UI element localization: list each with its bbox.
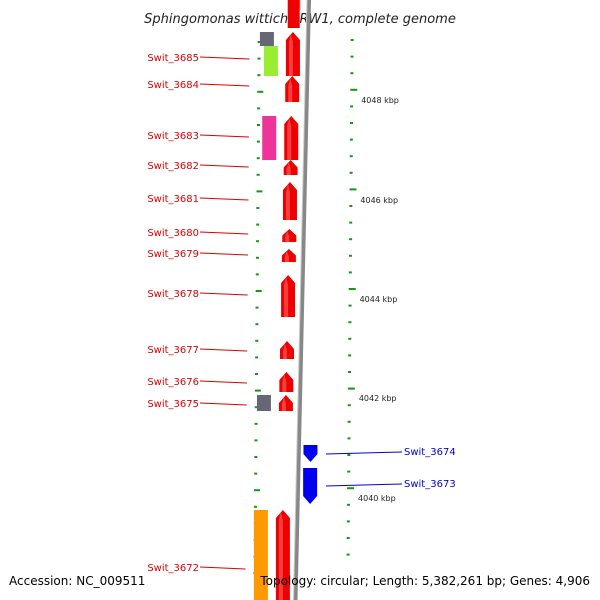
gene-arrow[interactable] [303, 468, 318, 504]
scale-label: 4044 kbp [360, 295, 398, 304]
gene-label[interactable]: Swit_3685 [147, 53, 199, 64]
accession-text: Accession: NC_009511 [9, 574, 146, 588]
gene-arrow-highlight [285, 184, 290, 220]
gene-arrow-highlight [281, 397, 286, 411]
label-leader-line [199, 83, 250, 87]
label-leader-line [199, 164, 249, 168]
gene-label[interactable]: Swit_3679 [147, 249, 199, 260]
scale-label: 4042 kbp [359, 394, 397, 403]
backbone-edge [293, 0, 308, 600]
label-leader-line [199, 380, 247, 384]
gene-arrow-highlight [283, 343, 287, 359]
gene-label[interactable]: Swit_3678 [147, 289, 199, 300]
label-leader-line [199, 134, 249, 138]
gene-label[interactable]: Swit_3683 [147, 131, 199, 142]
gene-label[interactable]: Swit_3677 [147, 345, 199, 356]
gene-arrow[interactable] [303, 445, 318, 462]
label-leader-line [199, 56, 250, 60]
tick-layer [253, 39, 358, 575]
label-leader-line [199, 348, 248, 352]
cog-box [259, 32, 274, 46]
label-leader-line [199, 402, 247, 406]
label-leader-line [199, 292, 248, 296]
gene-arrow-highlight [284, 277, 289, 317]
scale-label: 4046 kbp [360, 196, 398, 205]
gene-label[interactable]: Swit_3674 [404, 447, 456, 458]
gene-layer [275, 0, 318, 600]
gene-label[interactable]: Swit_3684 [147, 80, 199, 91]
gene-label[interactable]: Swit_3672 [147, 563, 199, 574]
topology-text: Topology: circular; Length: 5,382,261 bp… [260, 574, 590, 588]
gene-arrow-highlight [288, 34, 293, 76]
label-layer: Swit_3685 Swit_3684 Swit_3683 Swit_3682 Swit… [147, 53, 455, 574]
cog-box [256, 395, 271, 411]
gene-label[interactable]: Swit_3680 [147, 228, 199, 239]
gene-label[interactable]: Swit_3682 [147, 161, 199, 172]
label-leader-line [325, 451, 403, 455]
gene-label[interactable]: Swit_3675 [147, 399, 199, 410]
label-leader-line [199, 197, 249, 201]
label-leader-line [325, 483, 403, 487]
scale-layer: 4048 kbp 4046 kbp 4044 kbp 4042 kbp 4040 kbp [358, 96, 399, 503]
gene-arrow-highlight [278, 512, 283, 600]
scale-label: 4040 kbp [358, 494, 396, 503]
cog-box [262, 116, 277, 160]
cog-box [263, 46, 278, 76]
scale-label: 4048 kbp [361, 96, 399, 105]
gene-arrow-highlight [287, 118, 292, 160]
gene-label[interactable]: Swit_3673 [404, 479, 456, 490]
gene-arrow-highlight [285, 231, 290, 242]
gene-label[interactable]: Swit_3681 [147, 194, 199, 205]
gene-arrow-highlight [288, 78, 293, 102]
gene-arrow-highlight [282, 374, 287, 392]
gene-arrow-highlight [286, 162, 291, 175]
gene-arrow-highlight [284, 251, 289, 262]
map-title: Sphingomonas wittichii RW1, complete gen… [144, 12, 456, 27]
gene-arrow [287, 0, 300, 28]
cog-box [253, 510, 268, 600]
gene-label[interactable]: Swit_3676 [147, 377, 199, 388]
label-leader-line [199, 231, 249, 235]
cog-layer [253, 32, 278, 600]
label-leader-line [199, 252, 248, 256]
label-leader-line [199, 566, 246, 570]
backbone-line [293, 0, 311, 600]
